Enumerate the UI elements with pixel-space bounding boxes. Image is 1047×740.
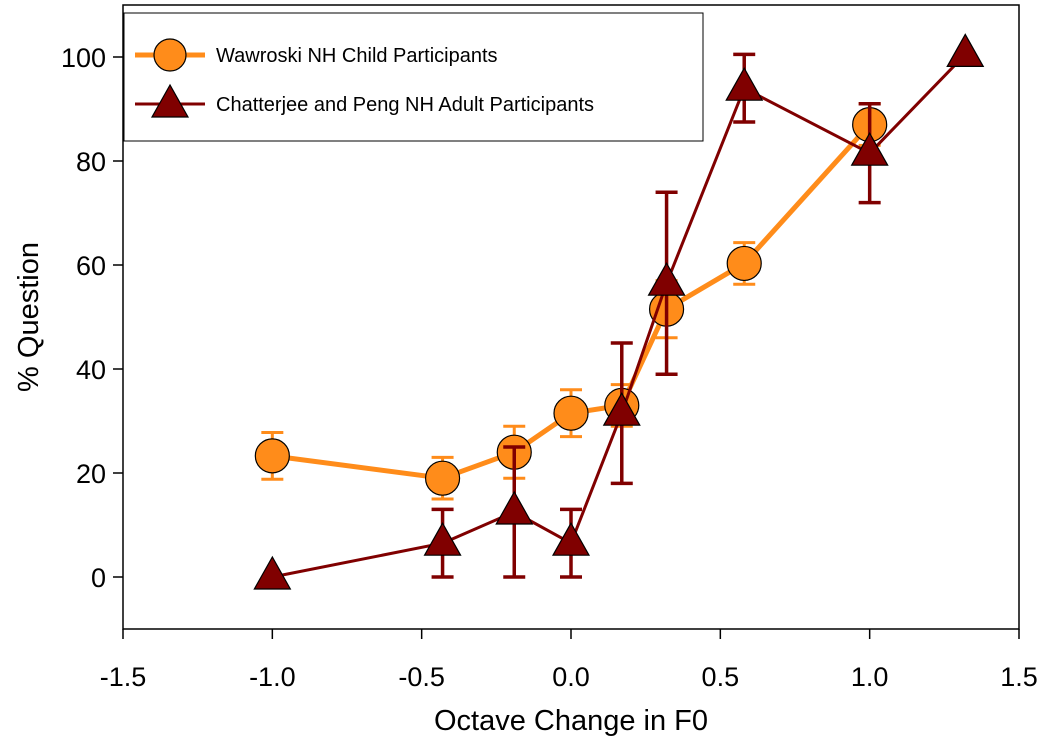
legend: Wawroski NH Child Participants Chatterje… [123, 12, 704, 142]
data-point-triangle [253, 555, 292, 590]
x-tick-label: 1.0 [851, 662, 889, 692]
data-point-triangle [495, 490, 534, 525]
x-tick-label: -1.5 [100, 662, 147, 692]
x-tick-label: 0.0 [552, 662, 590, 692]
data-point-triangle [850, 131, 889, 166]
data-point-triangle [423, 521, 462, 556]
y-tick-label: 0 [91, 563, 106, 593]
series-layer [253, 33, 985, 590]
y-axis-title: % Question [13, 242, 45, 392]
x-axis-title: Octave Change in F0 [434, 705, 708, 737]
legend-box [123, 12, 704, 142]
x-tick-label: 0.5 [702, 662, 740, 692]
data-point-triangle [551, 521, 591, 556]
series-1 [253, 33, 985, 590]
x-axis-ticks: -1.5 -1.0 -0.5 0.0 0.5 1.0 1.5 [100, 629, 1038, 692]
legend-marker-triangle [150, 83, 190, 118]
data-point-triangle [725, 66, 764, 101]
x-tick-label: 1.5 [1000, 662, 1038, 692]
x-tick-label: -1.0 [249, 662, 296, 692]
y-tick-label: 80 [76, 147, 106, 177]
data-point-triangle [946, 33, 985, 68]
series-0 [254, 102, 888, 501]
y-tick-label: 20 [76, 459, 106, 489]
data-point-circle [553, 395, 589, 431]
data-point-circle [424, 460, 461, 496]
x-tick-label: -0.5 [398, 662, 445, 692]
legend-marker-circle [153, 38, 187, 72]
y-tick-label: 100 [61, 43, 106, 73]
data-point-triangle [647, 261, 686, 296]
y-tick-label: 60 [76, 251, 106, 281]
data-point-circle [254, 438, 290, 474]
y-axis-ticks: 0 20 40 60 80 100 [61, 43, 123, 593]
legend-label-child: Wawroski NH Child Participants [216, 45, 498, 67]
data-point-triangle [602, 391, 641, 426]
legend-label-adult: Chatterjee and Peng NH Adult Participant… [216, 94, 594, 116]
data-point-circle [726, 245, 762, 282]
y-tick-label: 40 [76, 355, 106, 385]
